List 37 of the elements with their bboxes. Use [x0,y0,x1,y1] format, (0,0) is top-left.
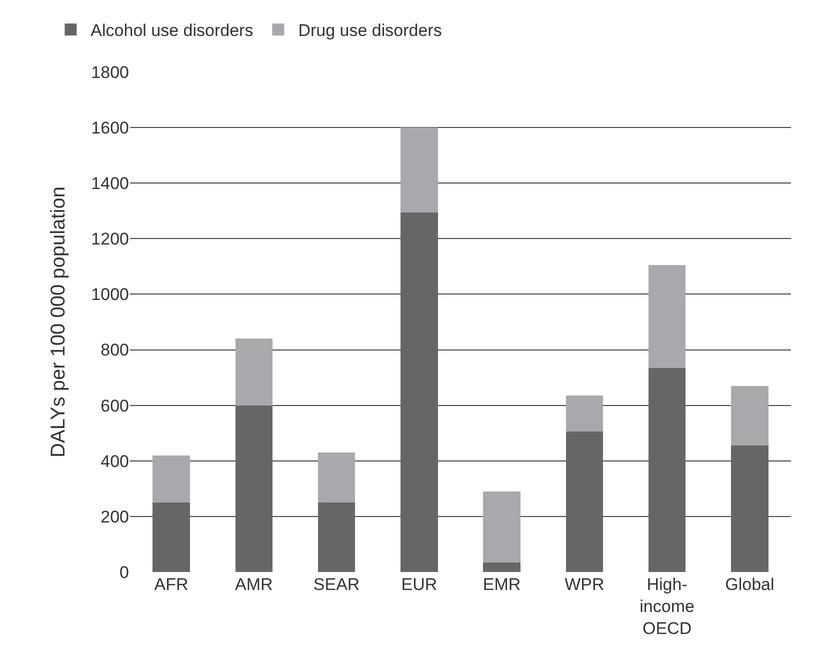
y-tick-label: 1400 [91,174,129,194]
bar [318,452,356,503]
bar [648,265,686,368]
y-axis-title: DALYs per 100 000 population [48,186,70,458]
x-tick-label: AMR [235,575,273,594]
y-tick-label: 1200 [91,230,129,249]
x-tick-label: SEAR [313,575,360,594]
bar [483,491,520,562]
bar [731,446,768,572]
y-tick-label: 600 [100,396,129,416]
y-tick-label: 0 [120,562,129,582]
bar [400,212,438,572]
bar [648,368,686,572]
bar [566,396,604,432]
legend-label: Alcohol use disorders [90,21,254,40]
bar [235,338,273,406]
y-tick-label: 1000 [91,285,129,304]
x-tick-label: AFR [154,575,188,594]
bar [731,386,768,446]
x-tick-label: Global [725,575,774,594]
y-tick-label: 1800 [91,62,129,82]
bar [566,432,604,572]
x-tick-label: High-income OECD [640,575,694,638]
y-tick-label: 800 [100,340,129,360]
x-tick-label: EMR [482,575,521,594]
y-tick-label: 400 [100,452,129,471]
legend-label: Drug use disorders [298,21,442,40]
x-tick-label: EUR [401,575,438,594]
y-tick-label: 200 [100,507,129,526]
y-tick-label: 1600 [91,118,129,138]
bar [400,128,438,212]
bar [235,405,273,572]
bar [483,562,520,572]
x-tick-label: WPR [564,575,604,594]
bar [152,455,190,503]
bar [152,502,190,572]
bar [318,502,356,572]
